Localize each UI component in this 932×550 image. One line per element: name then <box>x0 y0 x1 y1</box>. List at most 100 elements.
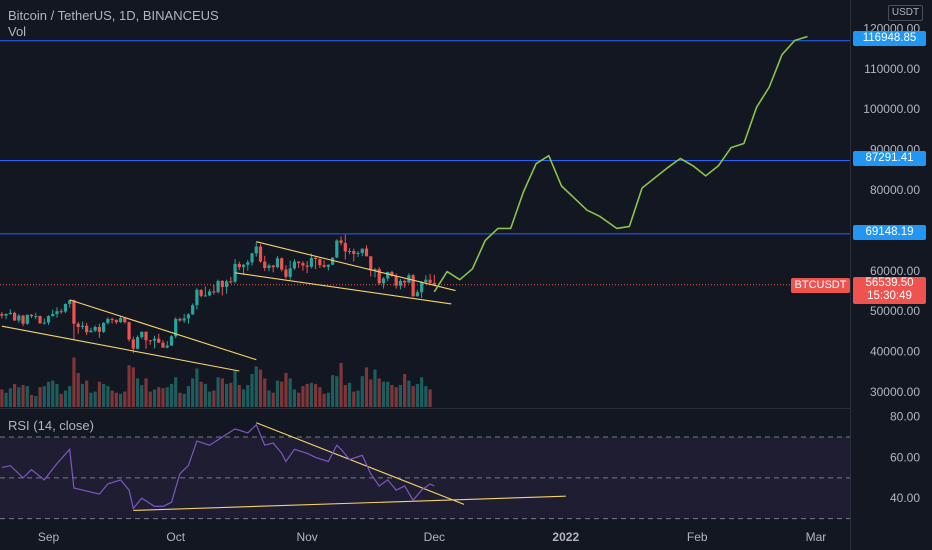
candle-body <box>0 314 4 316</box>
candle-body <box>339 240 343 243</box>
candle-body <box>314 257 318 260</box>
volume-bar <box>258 369 263 407</box>
price-trendline-2 <box>256 241 456 292</box>
candle-body <box>191 305 195 315</box>
candle <box>0 312 4 319</box>
candle <box>237 261 241 270</box>
candle <box>364 245 369 257</box>
volume-bar <box>347 382 352 407</box>
volume-bar <box>271 392 275 407</box>
volume-bar <box>415 383 419 407</box>
candle <box>309 253 313 269</box>
candle-body <box>203 295 207 297</box>
volume-bar <box>216 377 220 407</box>
volume-bar <box>157 387 161 407</box>
candle <box>390 270 394 277</box>
date-tick-label: Sep <box>38 530 60 544</box>
volume-bar <box>68 386 72 407</box>
volume-bar <box>165 387 169 407</box>
symbol-title[interactable]: Bitcoin / TetherUS, 1D, BINANCEUS <box>8 8 219 23</box>
candle-body <box>318 259 322 266</box>
volume-bar <box>275 380 280 407</box>
candle <box>118 316 123 323</box>
volume-bar <box>246 385 250 407</box>
candle <box>123 317 127 324</box>
candle-body <box>403 280 407 283</box>
candle <box>241 263 246 276</box>
price-trendline-1 <box>1 325 240 372</box>
candle-body <box>102 322 106 332</box>
candle-body <box>432 282 436 285</box>
volume-bar <box>411 386 415 407</box>
rsi-legend[interactable]: RSI (14, close) <box>8 418 94 433</box>
volume-bar <box>114 392 118 407</box>
volume-bar <box>386 381 390 407</box>
candle <box>89 327 93 333</box>
candle <box>330 257 335 266</box>
price-tick-label: 40000.00 <box>870 345 920 359</box>
volume-bar <box>297 392 301 407</box>
candle <box>8 309 12 315</box>
volume-bar <box>360 376 364 407</box>
candle-body <box>263 261 267 268</box>
candle-body <box>140 331 144 338</box>
volume-bar <box>369 379 373 407</box>
date-tick-label: Nov <box>296 530 317 544</box>
volume-bar <box>301 386 305 407</box>
candle <box>381 277 386 289</box>
horizontal-levels <box>0 40 850 286</box>
candle <box>114 319 118 325</box>
candle <box>34 312 38 320</box>
currency-button[interactable]: USDT <box>888 5 923 21</box>
volume-bar <box>80 383 85 407</box>
volume-bar <box>17 387 21 407</box>
candle <box>271 264 275 273</box>
symbol-badge: BTCUSDT <box>791 278 850 293</box>
projection-line <box>433 35 808 293</box>
volume-bar <box>224 383 229 407</box>
candle-body <box>38 316 42 324</box>
candle-body <box>182 318 186 321</box>
candle-body <box>250 253 254 263</box>
candle-body <box>131 339 135 349</box>
candle <box>135 335 140 350</box>
volume-bar <box>102 383 106 407</box>
candle-body <box>343 242 347 252</box>
volume-bar <box>420 377 424 407</box>
candle-body <box>29 314 34 317</box>
candle <box>343 234 347 260</box>
date-tick-label: Oct <box>166 530 185 544</box>
candle <box>326 264 330 271</box>
candle-body <box>165 345 169 348</box>
volume-bar <box>46 381 51 407</box>
candle-body <box>51 314 55 317</box>
volume-bar <box>97 381 101 407</box>
volume-bar <box>161 388 165 407</box>
volume-bar <box>267 390 271 407</box>
candle-body <box>237 263 241 268</box>
volume-bar <box>394 387 398 407</box>
volume-bar <box>322 393 326 407</box>
volume-bar <box>356 390 360 407</box>
volume-bar <box>148 391 152 407</box>
volume-bar <box>55 383 59 407</box>
candle <box>191 303 195 315</box>
candle <box>356 251 360 258</box>
volume-bar <box>89 392 93 407</box>
volume-bar <box>191 378 195 407</box>
candle <box>212 284 216 295</box>
level-badge-bottom: 69148.19 <box>853 225 926 240</box>
volume-legend[interactable]: Vol <box>8 24 27 39</box>
candle <box>178 317 182 322</box>
volume-bar <box>25 386 29 407</box>
candle-body <box>4 314 8 316</box>
candle-body <box>347 251 352 253</box>
volume-bar <box>169 383 174 407</box>
candle-body <box>12 312 17 321</box>
candle <box>127 321 131 342</box>
volume-bar <box>199 381 203 407</box>
candle <box>12 311 17 321</box>
candle <box>51 309 55 317</box>
candle-body <box>322 265 326 267</box>
